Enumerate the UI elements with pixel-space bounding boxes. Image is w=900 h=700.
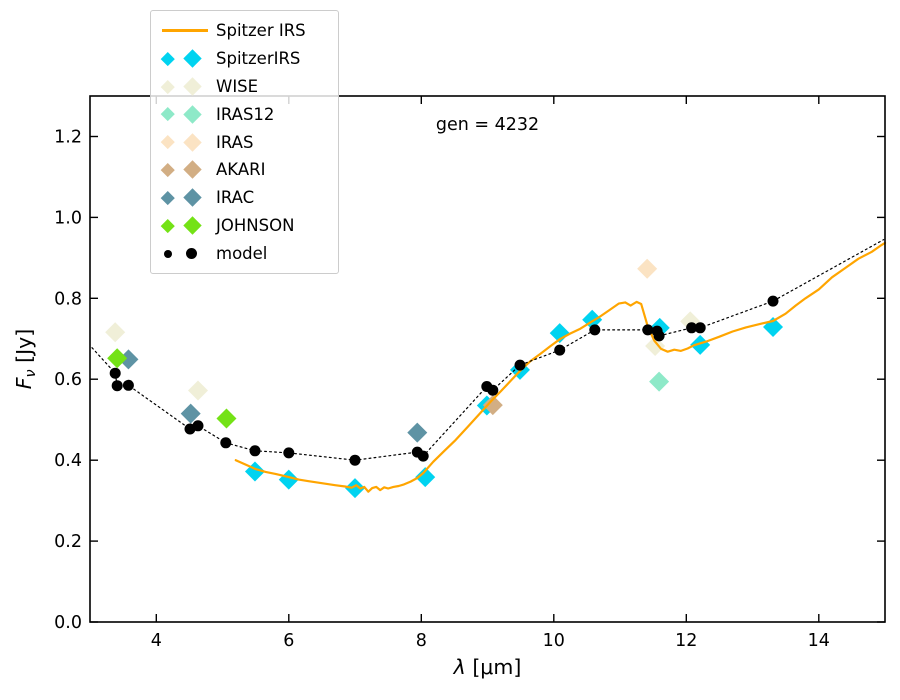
- plot-frame: [89, 95, 886, 623]
- svg-text:8: 8: [416, 631, 427, 651]
- series-iras12: [649, 371, 670, 392]
- legend-label: WISE: [216, 76, 259, 96]
- series-wise: [105, 311, 701, 401]
- svg-text:0.0: 0.0: [54, 613, 82, 633]
- legend-item-spitzer-irs-line: Spitzer IRS: [159, 17, 330, 44]
- legend-diamond-marker-icon: [159, 160, 216, 180]
- series-spitzer-irs: [234, 241, 887, 493]
- legend-label: Spitzer IRS: [216, 21, 306, 40]
- svg-text:1.2: 1.2: [54, 128, 82, 148]
- x-tick-labels: 4 6 8 10 12 14: [151, 631, 830, 651]
- y-tick-labels: 0.0 0.2 0.4 0.6 0.8 1.0 1.2: [54, 128, 82, 634]
- svg-text:0.2: 0.2: [54, 532, 82, 552]
- series-johnson: [107, 348, 237, 429]
- legend-diamond-marker-icon: [159, 104, 216, 124]
- y-axis-ticks: [90, 135, 885, 623]
- series-spitzerirs: [244, 309, 784, 499]
- legend-label: IRAS: [216, 132, 254, 152]
- legend-box: Spitzer IRS SpitzerIRS WISE IRAS12 IRAS …: [150, 10, 339, 274]
- legend-item-irac: IRAC: [159, 184, 330, 211]
- legend-diamond-marker-icon: [159, 49, 216, 68]
- legend-item-model: model: [159, 240, 330, 267]
- legend-item-spitzerirs: SpitzerIRS: [159, 45, 330, 72]
- legend-dot-marker-icon: [159, 248, 216, 259]
- legend-item-johnson: JOHNSON: [159, 212, 330, 239]
- legend-label: AKARI: [216, 160, 266, 180]
- legend-diamond-marker-icon: [159, 132, 216, 152]
- y-axis-label: Fν [Jy]: [12, 329, 39, 390]
- legend-label: JOHNSON: [216, 216, 295, 236]
- svg-text:14: 14: [808, 631, 830, 651]
- legend-diamond-marker-icon: [159, 77, 216, 96]
- svg-text:0.8: 0.8: [54, 289, 82, 309]
- svg-text:0.4: 0.4: [54, 451, 82, 471]
- legend-label: model: [216, 244, 268, 263]
- svg-text:12: 12: [675, 631, 697, 651]
- svg-text:6: 6: [283, 631, 294, 651]
- legend-label: IRAC: [216, 188, 255, 208]
- legend-diamond-marker-icon: [159, 188, 216, 207]
- legend-item-wise: WISE: [159, 73, 330, 100]
- legend-label: IRAS12: [216, 104, 275, 124]
- series-model-line: [91, 239, 885, 461]
- series-iras: [637, 258, 658, 279]
- legend-item-iras: IRAS: [159, 129, 330, 156]
- gen-annotation: gen = 4232: [436, 115, 539, 135]
- legend-item-akari: AKARI: [159, 156, 330, 183]
- x-axis-label: λ [μm]: [453, 655, 522, 679]
- svg-text:0.6: 0.6: [54, 370, 82, 390]
- svg-text:4: 4: [151, 631, 162, 651]
- legend-diamond-marker-icon: [159, 216, 216, 235]
- svg-text:1.0: 1.0: [54, 208, 82, 228]
- legend-label: SpitzerIRS: [216, 48, 301, 68]
- legend-line-sample-icon: [159, 29, 216, 32]
- series-model: [109, 295, 779, 466]
- series-irac: [118, 349, 428, 443]
- legend-item-iras12: IRAS12: [159, 101, 330, 128]
- series-akari: [482, 395, 503, 416]
- svg-text:10: 10: [543, 631, 565, 651]
